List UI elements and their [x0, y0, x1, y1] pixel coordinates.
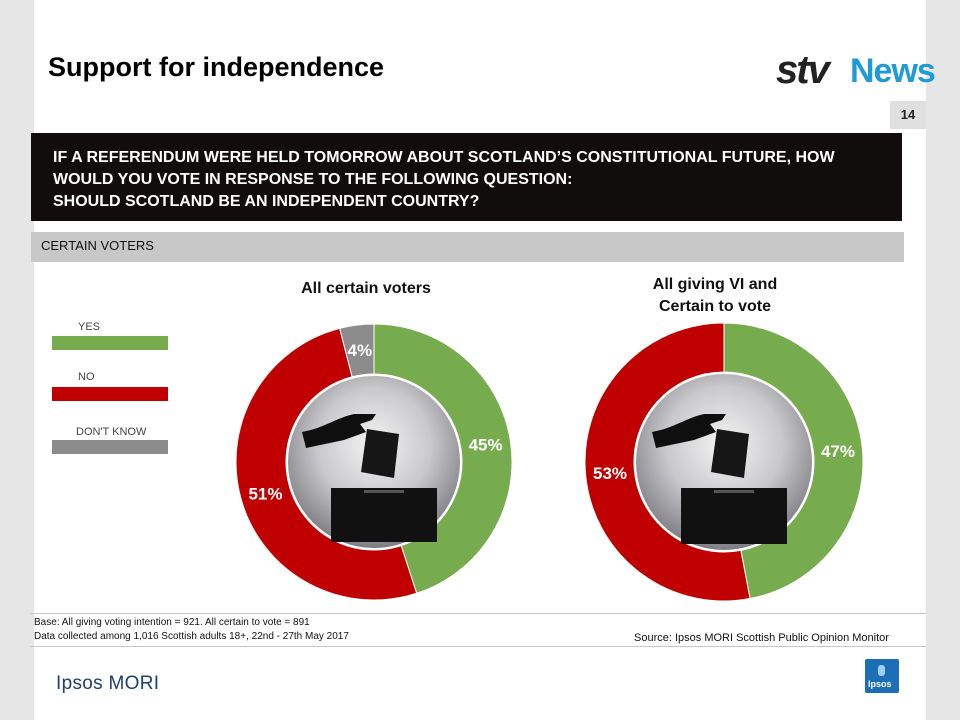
ipsos-badge-text: Ipsos [868, 679, 892, 689]
chart-1-slice-no [235, 327, 418, 601]
stv-news-logo: stv News [772, 44, 936, 100]
chart-2-title-line-2: Certain to vote [658, 298, 771, 315]
question-box: IF A REFERENDUM WERE HELD TOMORROW ABOUT… [31, 133, 902, 221]
chart-2-ballot-slot-icon [714, 490, 754, 493]
chart-2-slice-no [584, 322, 751, 602]
chart-2-ballot-box-icon [681, 488, 787, 544]
news-logo-text: News [850, 52, 936, 90]
chart-1-label-no: 51% [248, 485, 282, 504]
footer-rule-top [30, 613, 926, 614]
legend-swatch-yes [52, 336, 168, 350]
ipsos-badge-icon [878, 665, 885, 676]
legend-label-yes: YES [78, 321, 101, 333]
subheader-bar: CERTAIN VOTERS [31, 232, 904, 262]
chart-2-slice-yes [723, 322, 864, 600]
subheader-label: CERTAIN VOTERS [41, 238, 154, 253]
chart-1-slice-yes [373, 323, 513, 594]
chart-2-hand-icon [652, 414, 726, 448]
chart-1-label-yes: 45% [469, 435, 503, 454]
legend-swatch-no [52, 387, 168, 401]
chart-2-label-yes: 47% [821, 442, 855, 461]
chart-2-title: All giving VI and Certain to vote [610, 274, 820, 318]
question-line-2: WOULD YOU VOTE IN RESPONSE TO THE FOLLOW… [53, 171, 573, 188]
chart-1-label-don-t-know: 4% [348, 341, 373, 360]
stv-logo-text: stv [776, 48, 830, 92]
chart-1-hand-icon [302, 414, 376, 448]
base-note-line-2: Data collected among 1,016 Scottish adul… [34, 631, 349, 642]
legend-label-no: NO [78, 371, 95, 383]
question-line-1: IF A REFERENDUM WERE HELD TOMORROW ABOUT… [53, 149, 835, 166]
chart-2-title-line-1: All giving VI and [652, 276, 778, 293]
right-margin [926, 0, 960, 720]
ipsos-mori-logo: Ipsos MORI [56, 673, 160, 694]
chart-1-slice-don-t-know [339, 323, 375, 378]
legend-label-dont-know: DON'T KNOW [76, 426, 147, 438]
left-margin [0, 0, 34, 720]
question-line-3: SHOULD SCOTLAND BE AN INDEPENDENT COUNTR… [53, 193, 480, 210]
chart-1-ballot-slot-icon [364, 490, 404, 493]
ipsos-badge-logo: Ipsos [865, 659, 899, 693]
chart-2: 47% 53% [584, 322, 864, 602]
chart-1-title: All certain voters [301, 280, 431, 297]
source-note: Source: Ipsos MORI Scottish Public Opini… [634, 632, 889, 644]
base-note-line-1: Base: All giving voting intention = 921.… [34, 617, 310, 628]
slide-title: Support for independence [48, 52, 385, 82]
chart-1: 45% 51% 4% [235, 323, 513, 601]
chart-1-ballot-paper-icon [361, 429, 399, 478]
page-number: 14 [890, 101, 926, 129]
footer-rule-bottom [30, 646, 926, 647]
legend-swatch-dont-know [52, 440, 168, 454]
chart-1-ballot-box-icon [331, 488, 437, 542]
chart-2-ballot-paper-icon [711, 429, 749, 478]
chart-2-label-no: 53% [593, 464, 627, 483]
